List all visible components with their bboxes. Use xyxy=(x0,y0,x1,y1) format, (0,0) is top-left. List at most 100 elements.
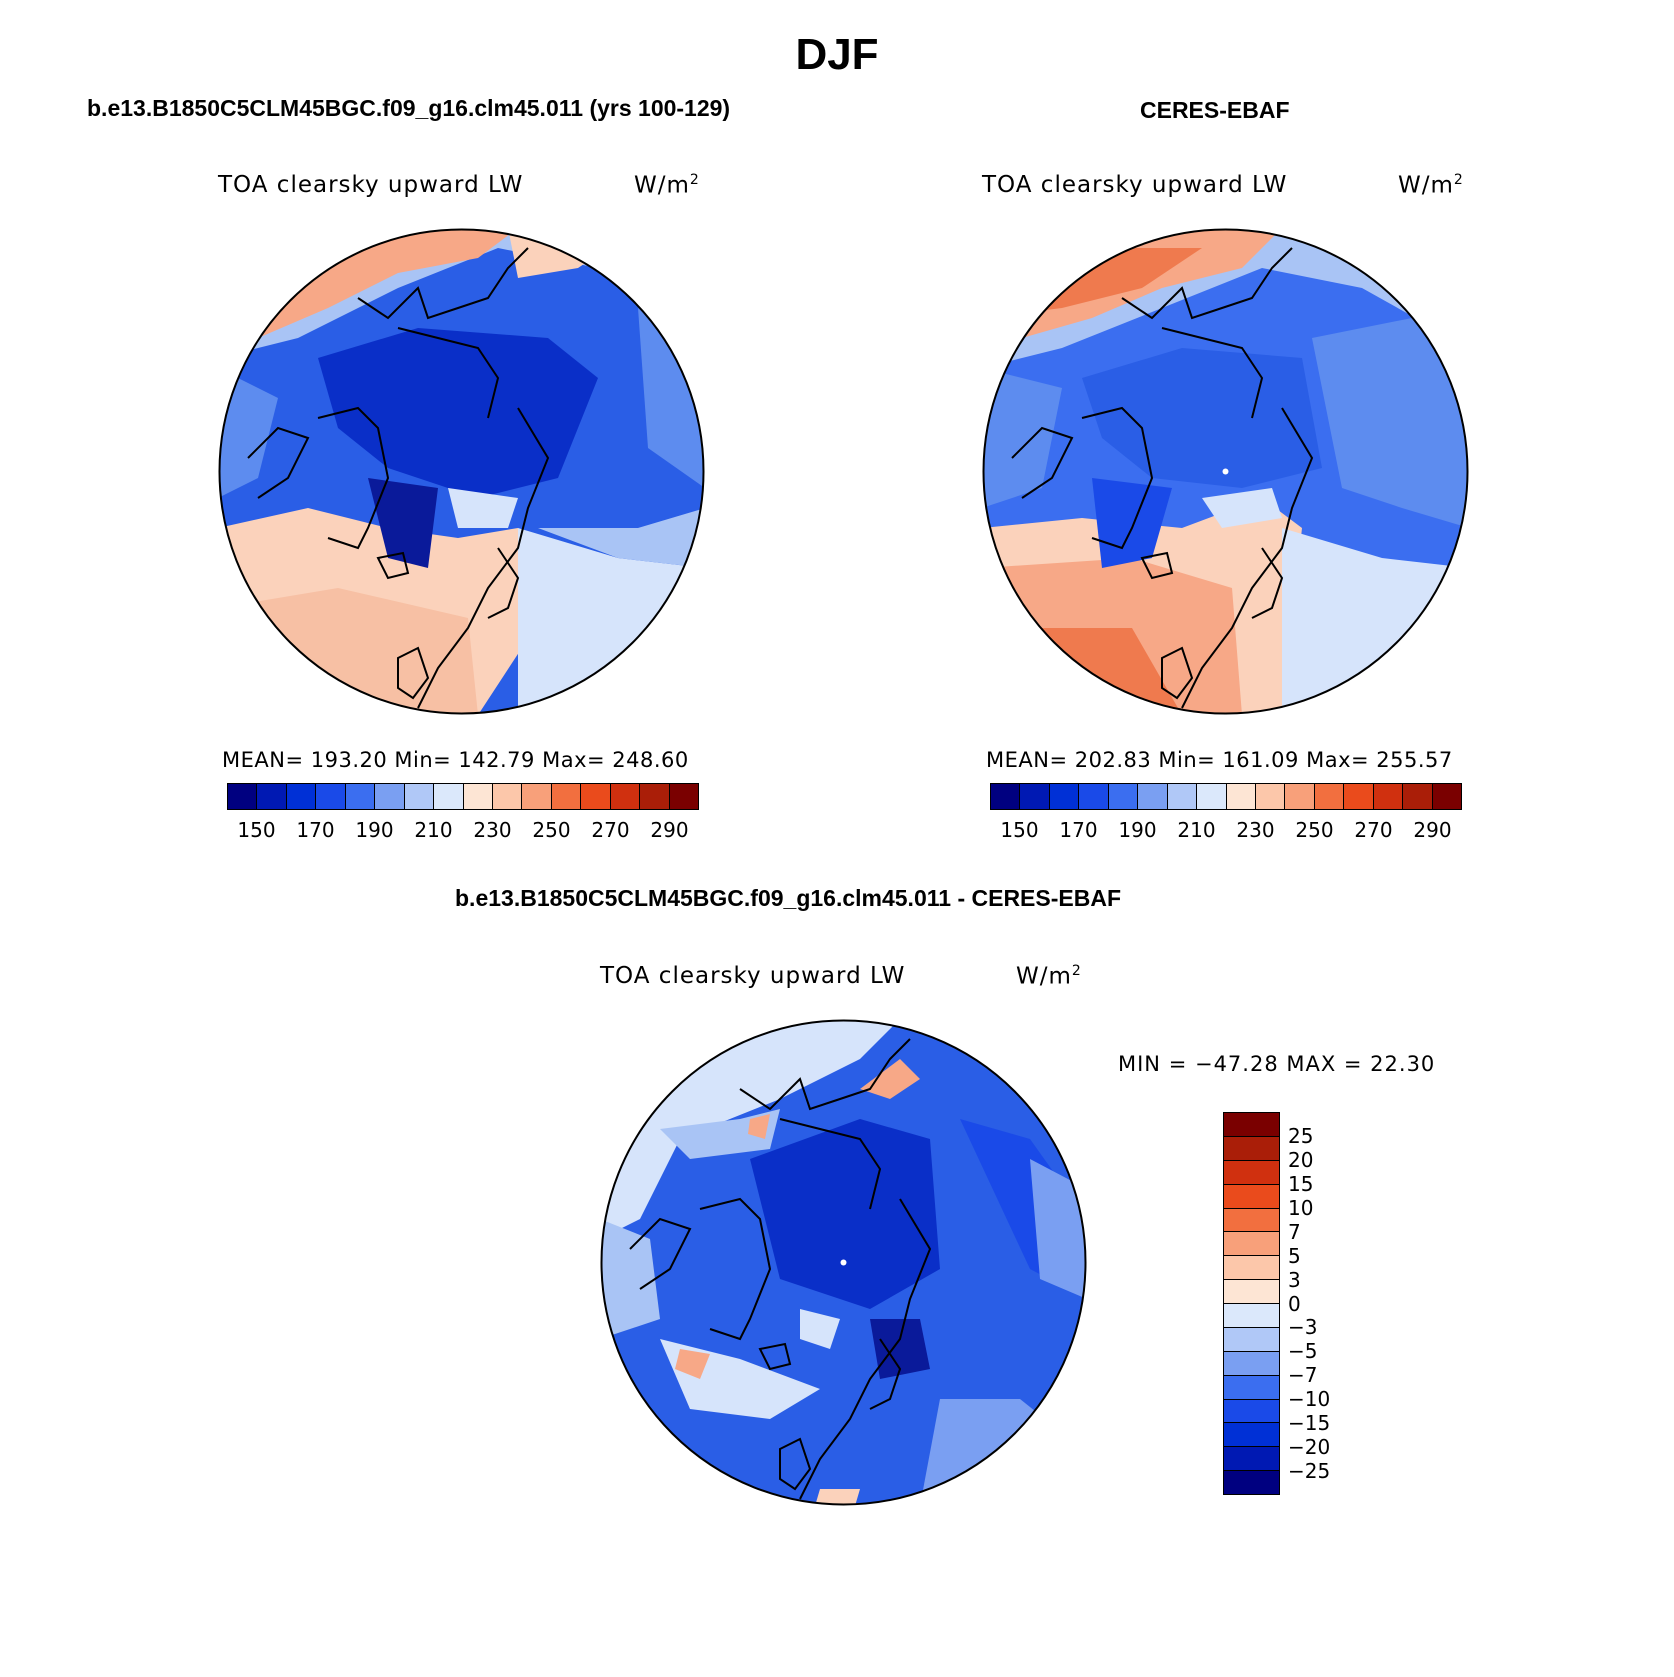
colorbar-swatch xyxy=(610,784,641,809)
colorbar-tick-label: 230 xyxy=(473,818,512,842)
colorbar-tick-label: 3 xyxy=(1288,1267,1301,1292)
colorbar-swatch xyxy=(1224,1136,1279,1161)
colorbar-tick-label: 170 xyxy=(296,818,335,842)
colorbar-swatch xyxy=(991,784,1021,809)
colorbar-tick-label: 170 xyxy=(1059,818,1098,842)
colorbar-swatch xyxy=(1224,1256,1279,1281)
colorbar-swatch xyxy=(434,784,464,809)
colorbar-swatch xyxy=(1432,784,1461,809)
diff-colorbar xyxy=(1223,1112,1280,1495)
colorbar-swatch xyxy=(1049,784,1080,809)
colorbar-swatch xyxy=(316,784,346,809)
colorbar-swatch xyxy=(1224,1399,1279,1424)
panel2-colorbar xyxy=(990,783,1462,810)
colorbar-tick-label: −15 xyxy=(1288,1411,1331,1436)
colorbar-swatch xyxy=(1197,784,1227,809)
panel1-variable: TOA clearsky upward LW xyxy=(218,172,524,198)
colorbar-swatch xyxy=(1226,784,1256,809)
colorbar-swatch xyxy=(1224,1327,1279,1352)
colorbar-tick-label: 270 xyxy=(591,818,630,842)
colorbar-swatch xyxy=(1224,1160,1279,1185)
colorbar-swatch xyxy=(1224,1113,1279,1137)
colorbar-tick-label: −5 xyxy=(1288,1339,1318,1364)
colorbar-swatch xyxy=(1224,1184,1279,1209)
colorbar-swatch xyxy=(640,784,670,809)
panel1-colorbar-labels: 150 170 190 210 230 250 270 290 xyxy=(227,818,699,844)
panel1-colorbar xyxy=(227,783,699,810)
panel1-stats: MEAN= 193.20 Min= 142.79 Max= 248.60 xyxy=(222,748,689,772)
colorbar-tick-label: 290 xyxy=(1413,818,1452,842)
colorbar-tick-label: 210 xyxy=(414,818,453,842)
colorbar-swatch xyxy=(522,784,552,809)
colorbar-swatch xyxy=(1224,1471,1279,1494)
colorbar-tick-label: −7 xyxy=(1288,1363,1318,1388)
colorbar-tick-label: 250 xyxy=(1295,818,1334,842)
colorbar-tick-label: 270 xyxy=(1354,818,1393,842)
diff-colorbar-labels: 25 20 15 10 7 5 3 0 −3 −5 −7 −10 −15 −20 −25 xyxy=(1288,1112,1368,1495)
panel1-map xyxy=(218,228,705,715)
panel1-units: W/m2 xyxy=(634,172,700,199)
colorbar-tick-label: 230 xyxy=(1236,818,1275,842)
colorbar-swatch xyxy=(1403,784,1433,809)
colorbar-tick-label: 20 xyxy=(1288,1147,1314,1172)
colorbar-swatch xyxy=(1138,784,1168,809)
colorbar-tick-label: −10 xyxy=(1288,1387,1331,1412)
colorbar-tick-label: 150 xyxy=(237,818,276,842)
colorbar-tick-label: 190 xyxy=(355,818,394,842)
colorbar-swatch xyxy=(1314,784,1345,809)
colorbar-tick-label: 7 xyxy=(1288,1219,1301,1244)
colorbar-tick-label: 10 xyxy=(1288,1195,1314,1220)
colorbar-swatch xyxy=(1108,784,1139,809)
diff-units: W/m2 xyxy=(1016,963,1082,990)
colorbar-tick-label: 0 xyxy=(1288,1291,1301,1316)
diff-map xyxy=(600,1019,1087,1506)
colorbar-swatch xyxy=(1224,1447,1279,1472)
colorbar-swatch xyxy=(1224,1304,1279,1328)
colorbar-swatch xyxy=(286,784,317,809)
colorbar-tick-label: −25 xyxy=(1288,1459,1331,1484)
panel2-variable: TOA clearsky upward LW xyxy=(982,172,1288,198)
colorbar-tick-label: −3 xyxy=(1288,1315,1318,1340)
panel2-stats: MEAN= 202.83 Min= 161.09 Max= 255.57 xyxy=(986,748,1453,772)
colorbar-swatch xyxy=(669,784,698,809)
diff-minmax: MIN = −47.28 MAX = 22.30 xyxy=(1118,1052,1436,1076)
panel1-heading: b.e13.B1850C5CLM45BGC.f09_g16.clm45.011 … xyxy=(87,95,731,121)
colorbar-swatch xyxy=(1079,784,1109,809)
colorbar-tick-label: 25 xyxy=(1288,1123,1314,1148)
diff-heading: b.e13.B1850C5CLM45BGC.f09_g16.clm45.011 … xyxy=(455,885,1122,911)
colorbar-swatch xyxy=(1255,784,1286,809)
colorbar-swatch xyxy=(1167,784,1198,809)
colorbar-swatch xyxy=(1224,1232,1279,1257)
colorbar-swatch xyxy=(1373,784,1404,809)
colorbar-swatch xyxy=(551,784,582,809)
figure-title: DJF xyxy=(795,30,879,79)
diff-variable: TOA clearsky upward LW xyxy=(600,963,906,989)
colorbar-tick-label: 5 xyxy=(1288,1243,1301,1268)
colorbar-swatch xyxy=(581,784,611,809)
colorbar-tick-label: 15 xyxy=(1288,1171,1314,1196)
colorbar-swatch xyxy=(1224,1375,1279,1400)
colorbar-swatch xyxy=(463,784,493,809)
panel2-units: W/m2 xyxy=(1398,172,1464,199)
colorbar-swatch xyxy=(1224,1208,1279,1233)
colorbar-swatch xyxy=(1224,1351,1279,1376)
panel2-colorbar-labels: 150 170 190 210 230 250 270 290 xyxy=(990,818,1462,844)
colorbar-swatch xyxy=(1224,1423,1279,1448)
colorbar-swatch xyxy=(492,784,523,809)
colorbar-swatch xyxy=(1020,784,1050,809)
colorbar-swatch xyxy=(404,784,435,809)
colorbar-swatch xyxy=(257,784,287,809)
colorbar-tick-label: 250 xyxy=(532,818,571,842)
colorbar-tick-label: −20 xyxy=(1288,1435,1331,1460)
colorbar-tick-label: 190 xyxy=(1118,818,1157,842)
colorbar-swatch xyxy=(345,784,376,809)
colorbar-tick-label: 210 xyxy=(1177,818,1216,842)
colorbar-swatch xyxy=(1224,1280,1279,1304)
colorbar-swatch xyxy=(1344,784,1374,809)
panel2-map xyxy=(982,228,1469,715)
panel2-heading: CERES-EBAF xyxy=(1140,97,1290,123)
colorbar-swatch xyxy=(375,784,405,809)
colorbar-swatch xyxy=(228,784,258,809)
colorbar-tick-label: 150 xyxy=(1000,818,1039,842)
colorbar-tick-label: 290 xyxy=(650,818,689,842)
